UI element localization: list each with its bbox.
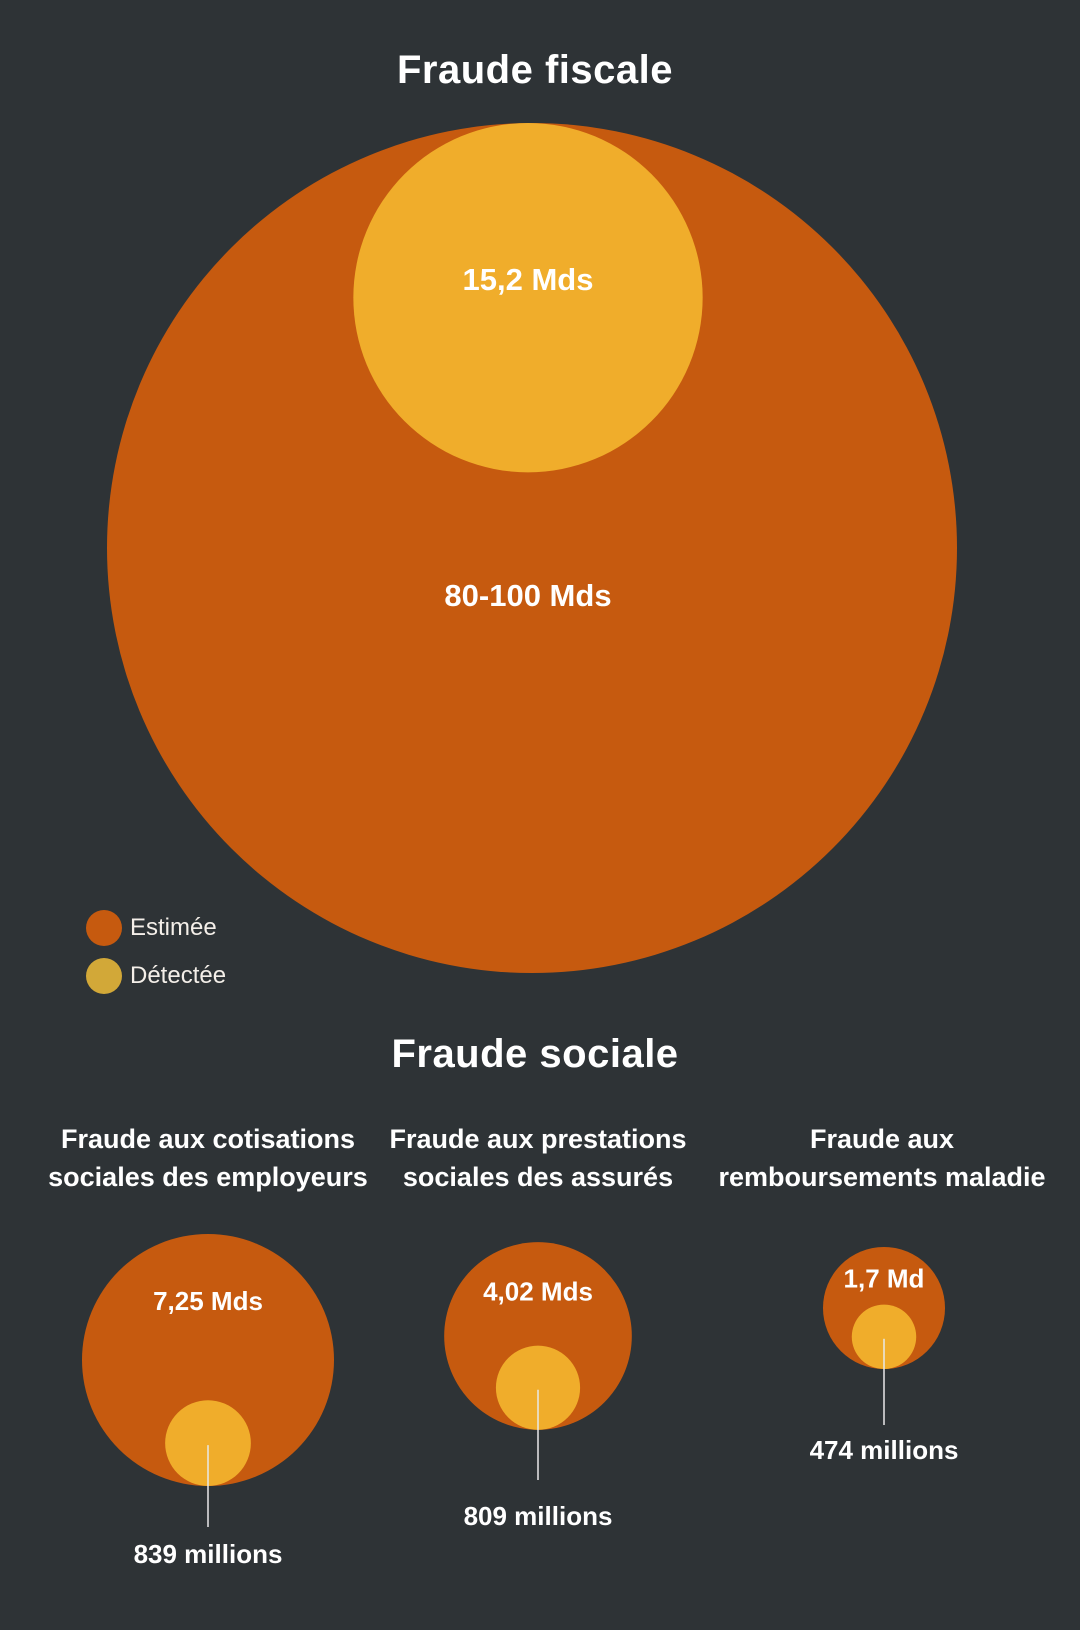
legend-item-estimated: Estimée xyxy=(86,910,226,946)
legend-label-estimated: Estimée xyxy=(130,914,217,941)
cotisations-estimated-bubble xyxy=(82,1234,334,1486)
fiscal-detected-label: 15,2 Mds xyxy=(463,262,594,297)
sub-title-prestations-line-1: Fraude aux prestations xyxy=(389,1124,687,1154)
sub-title-prestations-line-2: sociales des assurés xyxy=(402,1162,674,1192)
prestations-estimated-label: 4,02 Mds xyxy=(483,1277,593,1307)
maladie-detected-label: 474 millions xyxy=(810,1435,959,1465)
sub-title-cotisations-line-1: Fraude aux cotisations xyxy=(60,1124,356,1154)
legend-swatch-detected xyxy=(86,958,122,994)
sub-title-cotisations: Fraude aux cotisations sociales des empl… xyxy=(38,1120,378,1196)
legend-swatch-estimated xyxy=(86,910,122,946)
fiscal-detected-bubble xyxy=(353,122,703,473)
cotisations-detected-bubble xyxy=(165,1400,251,1486)
legend: Estimée Détectée xyxy=(86,910,226,1006)
sub-title-maladie-line-2: remboursements maladie xyxy=(718,1162,1046,1192)
maladie-estimated-label: 1,7 Md xyxy=(844,1263,925,1293)
sub-title-prestations: Fraude aux prestations sociales des assu… xyxy=(368,1120,708,1196)
fiscal-estimated-label: 80-100 Mds xyxy=(444,578,611,613)
prestations-detected-bubble xyxy=(495,1345,581,1430)
prestations-detected-label: 809 millions xyxy=(464,1501,613,1531)
social-title: Fraude sociale xyxy=(391,1032,679,1076)
cotisations-detected-label: 839 millions xyxy=(134,1539,283,1569)
maladie-detected-bubble xyxy=(851,1304,917,1370)
sub-title-maladie-line-1: Fraude aux xyxy=(809,1124,955,1154)
fiscal-estimated-bubble xyxy=(107,123,957,973)
legend-label-detected: Détectée xyxy=(130,962,227,989)
fiscal-title: Fraude fiscale xyxy=(396,48,673,92)
legend-item-detected: Détectée xyxy=(86,958,226,994)
cotisations-estimated-label: 7,25 Mds xyxy=(153,1286,263,1316)
prestations-estimated-bubble xyxy=(444,1242,632,1430)
sub-title-maladie: Fraude aux remboursements maladie xyxy=(712,1120,1052,1196)
sub-title-cotisations-line-2: sociales des employeurs xyxy=(48,1162,368,1192)
